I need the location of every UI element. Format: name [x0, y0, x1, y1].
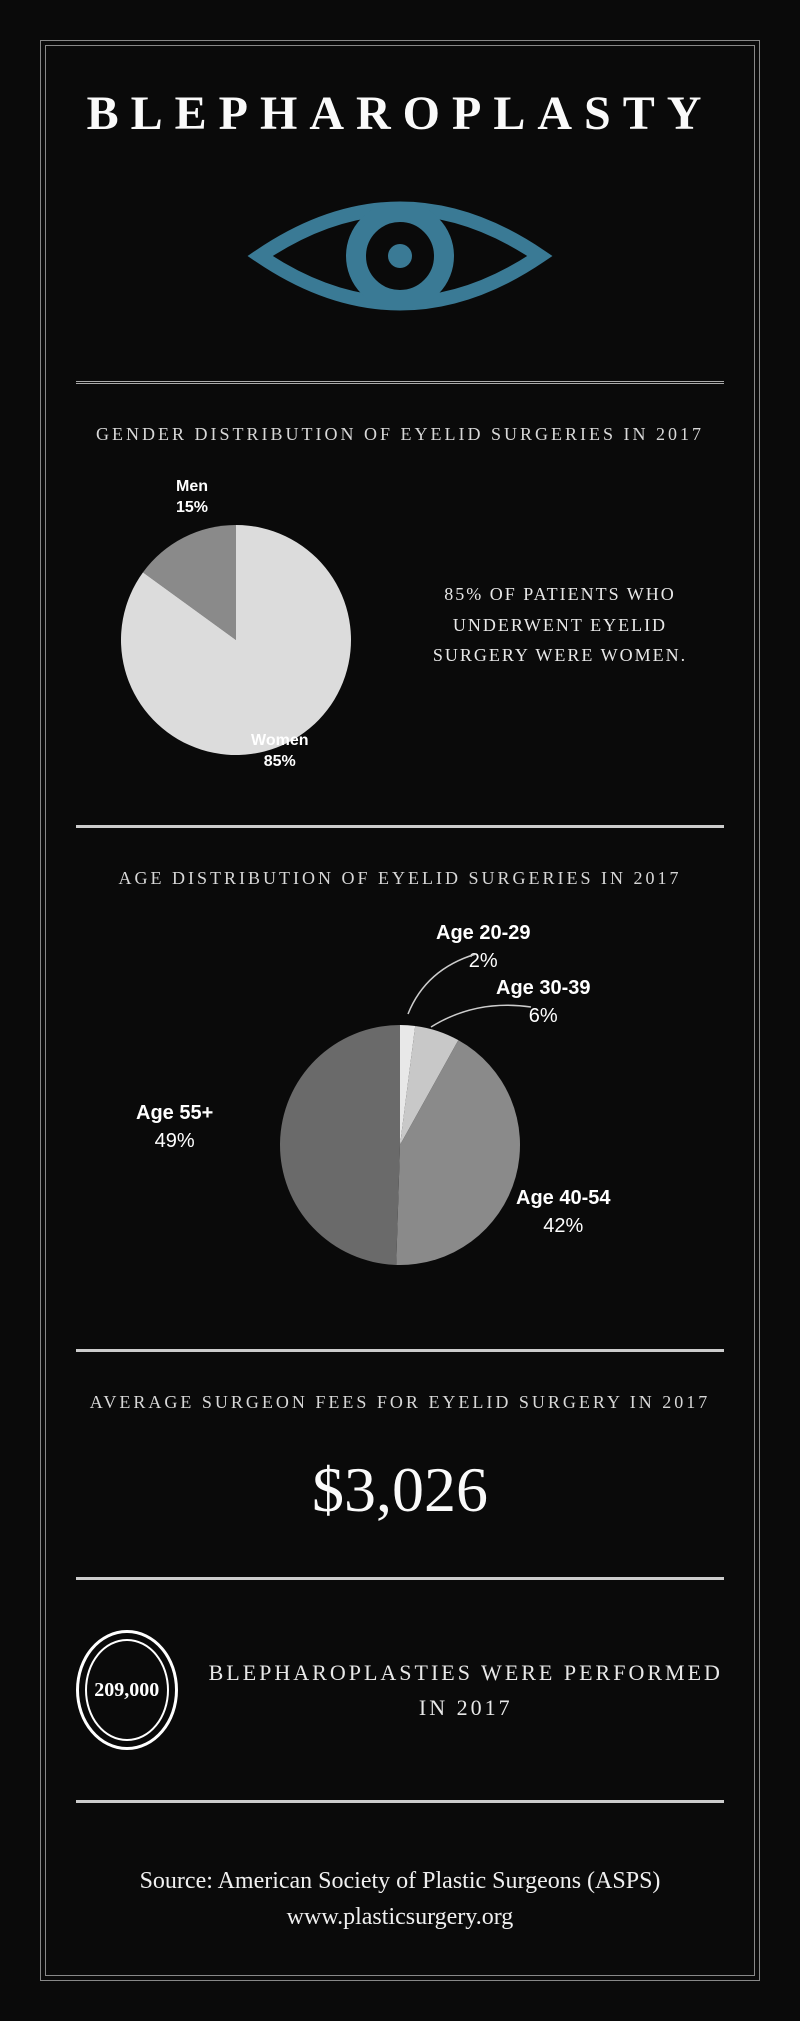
gender-callout: 85% OF PATIENTS WHO UNDERWENT EYELID SUR… [416, 579, 704, 671]
count-number: 209,000 [94, 1679, 159, 1702]
divider [76, 1577, 724, 1580]
inner-border: BLEPHAROPLASTY GENDER DISTRIBUTION OF EY… [45, 45, 755, 1976]
count-text: BLEPHAROPLASTIES WERE PERFORMED IN 2017 [208, 1655, 725, 1725]
men-pct: 15% [176, 499, 208, 516]
fee-value: $3,026 [76, 1453, 724, 1527]
count-circle: 209,000 [76, 1630, 178, 1750]
men-label: Men [176, 478, 208, 495]
age-pie-chart [270, 1015, 530, 1275]
divider [76, 1349, 724, 1352]
age-30-39-pct: 6% [529, 1005, 558, 1027]
source-line2: www.plasticsurgery.org [76, 1899, 724, 1935]
divider [76, 825, 724, 828]
page-title: BLEPHAROPLASTY [76, 86, 724, 141]
age-40-54-pct: 42% [543, 1215, 583, 1237]
age-30-39-label: Age 30-39 [496, 977, 591, 999]
age-20-29-label: Age 20-29 [436, 922, 531, 944]
outer-border: BLEPHAROPLASTY GENDER DISTRIBUTION OF EY… [40, 40, 760, 1981]
gender-section-title: GENDER DISTRIBUTION OF EYELID SURGERIES … [76, 424, 724, 445]
age-section: Age 20-29 2% Age 30-39 6% Age 40-54 42% … [76, 929, 724, 1309]
divider [76, 381, 724, 384]
age-40-54-label: Age 40-54 [516, 1187, 611, 1209]
age-section-title: AGE DISTRIBUTION OF EYELID SURGERIES IN … [76, 868, 724, 889]
gender-pie-chart: Men 15% Women 85% [96, 485, 376, 765]
divider [76, 1800, 724, 1803]
age-55-pct: 49% [155, 1130, 195, 1152]
women-label: Women [251, 732, 308, 749]
women-pct: 85% [264, 753, 296, 770]
count-row: 209,000 BLEPHAROPLASTIES WERE PERFORMED … [76, 1630, 724, 1750]
gender-section: Men 15% Women 85% 85% OF PATIENTS WHO UN… [76, 485, 724, 765]
fees-section-title: AVERAGE SURGEON FEES FOR EYELID SURGERY … [76, 1392, 724, 1413]
age-55-label: Age 55+ [136, 1102, 213, 1124]
source-block: Source: American Society of Plastic Surg… [76, 1863, 724, 1935]
eye-icon [240, 171, 560, 341]
source-line1: Source: American Society of Plastic Surg… [76, 1863, 724, 1899]
age-20-29-pct: 2% [469, 950, 498, 972]
